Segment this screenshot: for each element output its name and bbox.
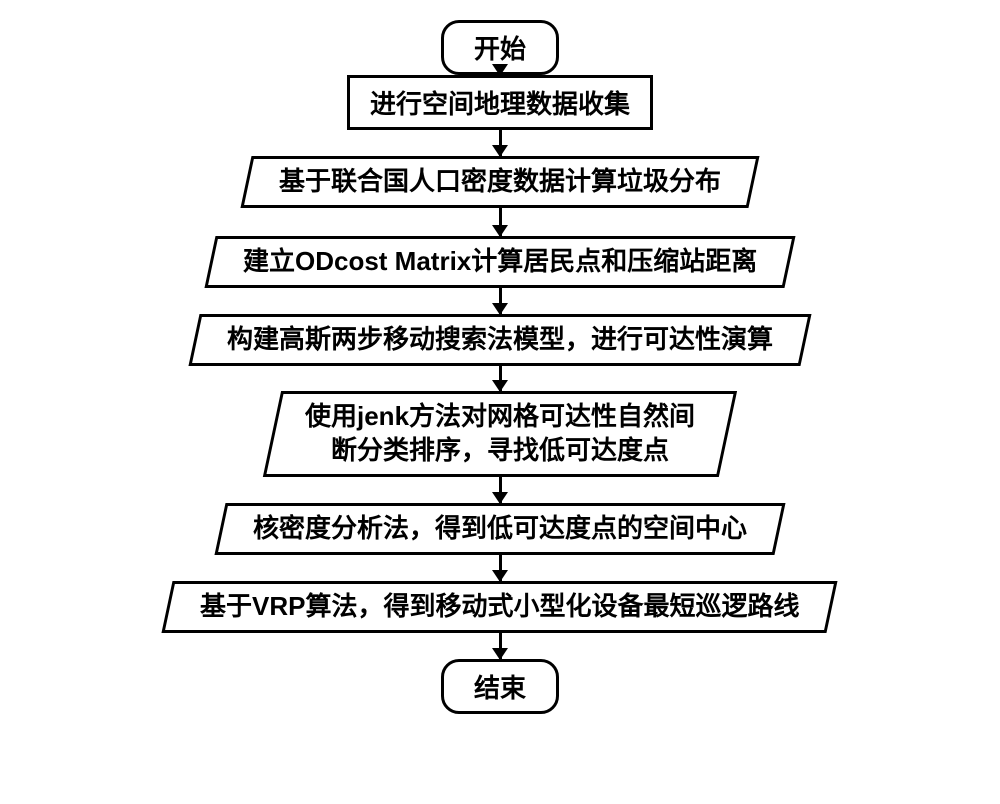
start-label: 开始: [474, 29, 526, 66]
step7-label: 基于VRP算法，得到移动式小型化设备最短巡逻路线: [200, 590, 799, 624]
step2-label: 基于联合国人口密度数据计算垃圾分布: [279, 165, 721, 199]
arrow-1: [499, 130, 502, 156]
step2-wrapper: 基于联合国人口密度数据计算垃圾分布: [246, 156, 754, 208]
step4-label: 构建高斯两步移动搜索法模型，进行可达性演算: [227, 323, 773, 357]
step6-node: 核密度分析法，得到低可达度点的空间中心: [214, 503, 785, 555]
step6-label: 核密度分析法，得到低可达度点的空间中心: [253, 512, 747, 546]
end-node: 结束: [441, 659, 559, 714]
step5-label: 使用jenk方法对网格可达性自然间断分类排序，寻找低可达度点: [305, 400, 695, 468]
step4-wrapper: 构建高斯两步移动搜索法模型，进行可达性演算: [194, 314, 806, 366]
step3-node: 建立ODcost Matrix计算居民点和压缩站距离: [204, 236, 795, 288]
step2-node: 基于联合国人口密度数据计算垃圾分布: [240, 156, 759, 208]
arrow-2: [499, 208, 502, 236]
step7-node: 基于VRP算法，得到移动式小型化设备最短巡逻路线: [162, 581, 838, 633]
step6-wrapper: 核密度分析法，得到低可达度点的空间中心: [220, 503, 780, 555]
arrow-7: [499, 633, 502, 659]
step7-wrapper: 基于VRP算法，得到移动式小型化设备最短巡逻路线: [167, 581, 832, 633]
step3-wrapper: 建立ODcost Matrix计算居民点和压缩站距离: [210, 236, 790, 288]
arrow-5: [499, 477, 502, 503]
step5-node: 使用jenk方法对网格可达性自然间断分类排序，寻找低可达度点: [263, 391, 737, 477]
step5-wrapper: 使用jenk方法对网格可达性自然间断分类排序，寻找低可达度点: [272, 391, 728, 477]
arrow-3: [499, 288, 502, 314]
step1-node: 进行空间地理数据收集: [347, 75, 653, 130]
arrow-4: [499, 365, 502, 391]
step1-label: 进行空间地理数据收集: [370, 84, 630, 121]
arrow-6: [499, 555, 502, 581]
end-label: 结束: [474, 668, 526, 705]
step3-label: 建立ODcost Matrix计算居民点和压缩站距离: [243, 245, 757, 279]
step4-node: 构建高斯两步移动搜索法模型，进行可达性演算: [188, 314, 811, 366]
